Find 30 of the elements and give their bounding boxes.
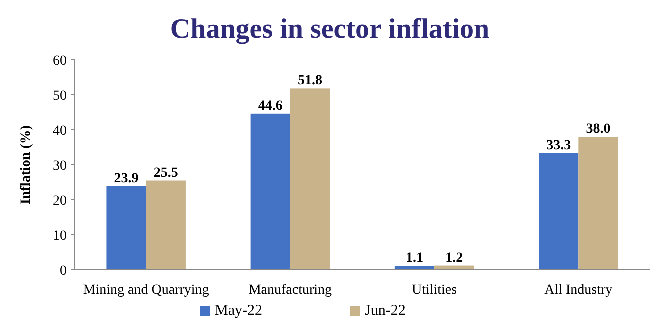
y-tick-label: 30 <box>53 158 67 174</box>
bar <box>578 137 618 270</box>
data-label: 25.5 <box>154 166 178 181</box>
data-label: 1.1 <box>406 251 424 266</box>
bar <box>290 88 330 270</box>
bar <box>394 266 435 270</box>
data-label: 1.2 <box>446 250 464 266</box>
data-label: 44.6 <box>258 98 283 114</box>
y-tick-label: 0 <box>60 264 67 279</box>
bar <box>250 114 290 270</box>
bar <box>539 153 579 270</box>
y-tick-label: 10 <box>53 228 67 244</box>
data-label: 33.3 <box>546 138 572 154</box>
bar <box>106 186 146 270</box>
legend-label: May-22 <box>215 303 262 319</box>
x-tick-label: Manufacturing <box>248 283 332 298</box>
bar <box>146 180 186 270</box>
x-tick-label: Mining and Quarrying <box>83 283 210 298</box>
y-tick-label: 50 <box>53 88 67 104</box>
y-tick-label: 40 <box>53 124 67 139</box>
x-tick-label: All Industry <box>544 283 613 298</box>
data-label: 23.9 <box>114 171 139 186</box>
legend-label: Jun-22 <box>365 303 406 319</box>
data-label: 38.0 <box>586 122 611 137</box>
y-tick-label: 60 <box>53 54 67 69</box>
chart-title: Changes in sector inflation <box>170 14 490 45</box>
x-tick-label: Utilities <box>412 283 458 298</box>
y-axis-title: Inflation (%) <box>19 125 34 204</box>
data-label: 51.8 <box>298 74 323 89</box>
y-tick-label: 20 <box>53 194 67 209</box>
